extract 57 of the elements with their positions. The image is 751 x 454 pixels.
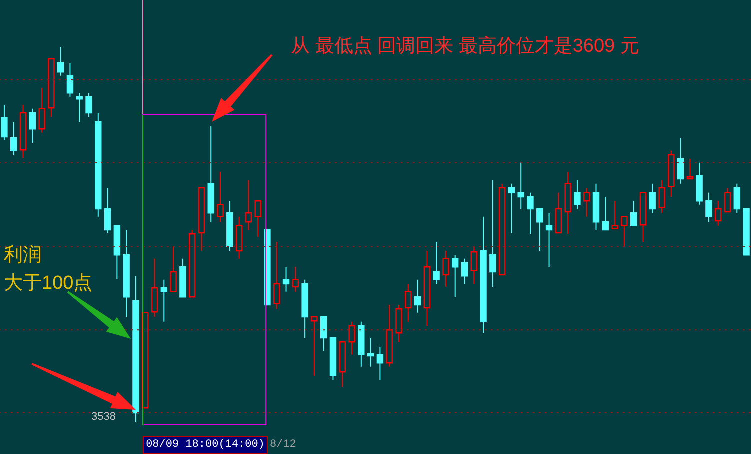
candlestick [452, 254, 459, 298]
candlestick [536, 208, 544, 252]
candlestick [527, 192, 534, 235]
candlestick [38, 87, 46, 134]
candlestick [170, 246, 177, 292]
candlestick [470, 246, 478, 284]
candlestick [10, 121, 18, 156]
candlestick [1, 104, 8, 140]
candlestick [405, 283, 412, 322]
annotation: 3538 [91, 410, 116, 423]
candlestick [76, 92, 83, 122]
candlestick [282, 266, 290, 292]
candlestick [677, 138, 684, 184]
candlestick [555, 192, 562, 234]
candlestick [320, 316, 328, 352]
candlestick [217, 171, 224, 223]
candlestick [433, 241, 440, 284]
annotation: 利润 [4, 244, 42, 268]
candlestick [584, 187, 590, 218]
annotation: 从 最低点 回调回来 最高价位才是3609 元 [291, 35, 640, 59]
candlestick [29, 108, 36, 144]
candlestick [57, 46, 64, 76]
candlestick [706, 192, 712, 223]
candlestick [348, 321, 356, 356]
candlestick [490, 180, 496, 288]
candlestick [274, 241, 280, 310]
candlestick [630, 200, 638, 226]
text: 08/09 18:00(14:00) [143, 436, 268, 454]
candlestick [649, 183, 656, 214]
candlestick [612, 200, 618, 230]
candlestick [546, 212, 553, 268]
candlestick [461, 258, 468, 284]
candlestick [414, 279, 422, 314]
candlestick [396, 304, 402, 343]
candlestick [86, 92, 92, 118]
candlestick [508, 183, 516, 234]
candlestick [376, 346, 384, 380]
annotation: 大于100点 [4, 272, 93, 296]
candlestick [66, 62, 74, 98]
candlestick [658, 180, 666, 214]
candlestick [245, 180, 252, 230]
candlestick [518, 162, 524, 210]
candlestick [160, 279, 168, 322]
candlestick [104, 187, 112, 234]
candlestick [734, 183, 740, 214]
candlestick [602, 196, 609, 231]
candlestick [442, 250, 450, 288]
candlestick [621, 216, 628, 248]
candlestick [574, 180, 581, 210]
text: 8/12 [270, 438, 296, 453]
candlestick [292, 266, 300, 292]
candlestick [311, 316, 318, 376]
candlestick [715, 200, 722, 226]
candlestick [367, 337, 374, 368]
candlestick [724, 187, 732, 213]
candlestick [686, 158, 694, 180]
candlestick [254, 200, 262, 238]
